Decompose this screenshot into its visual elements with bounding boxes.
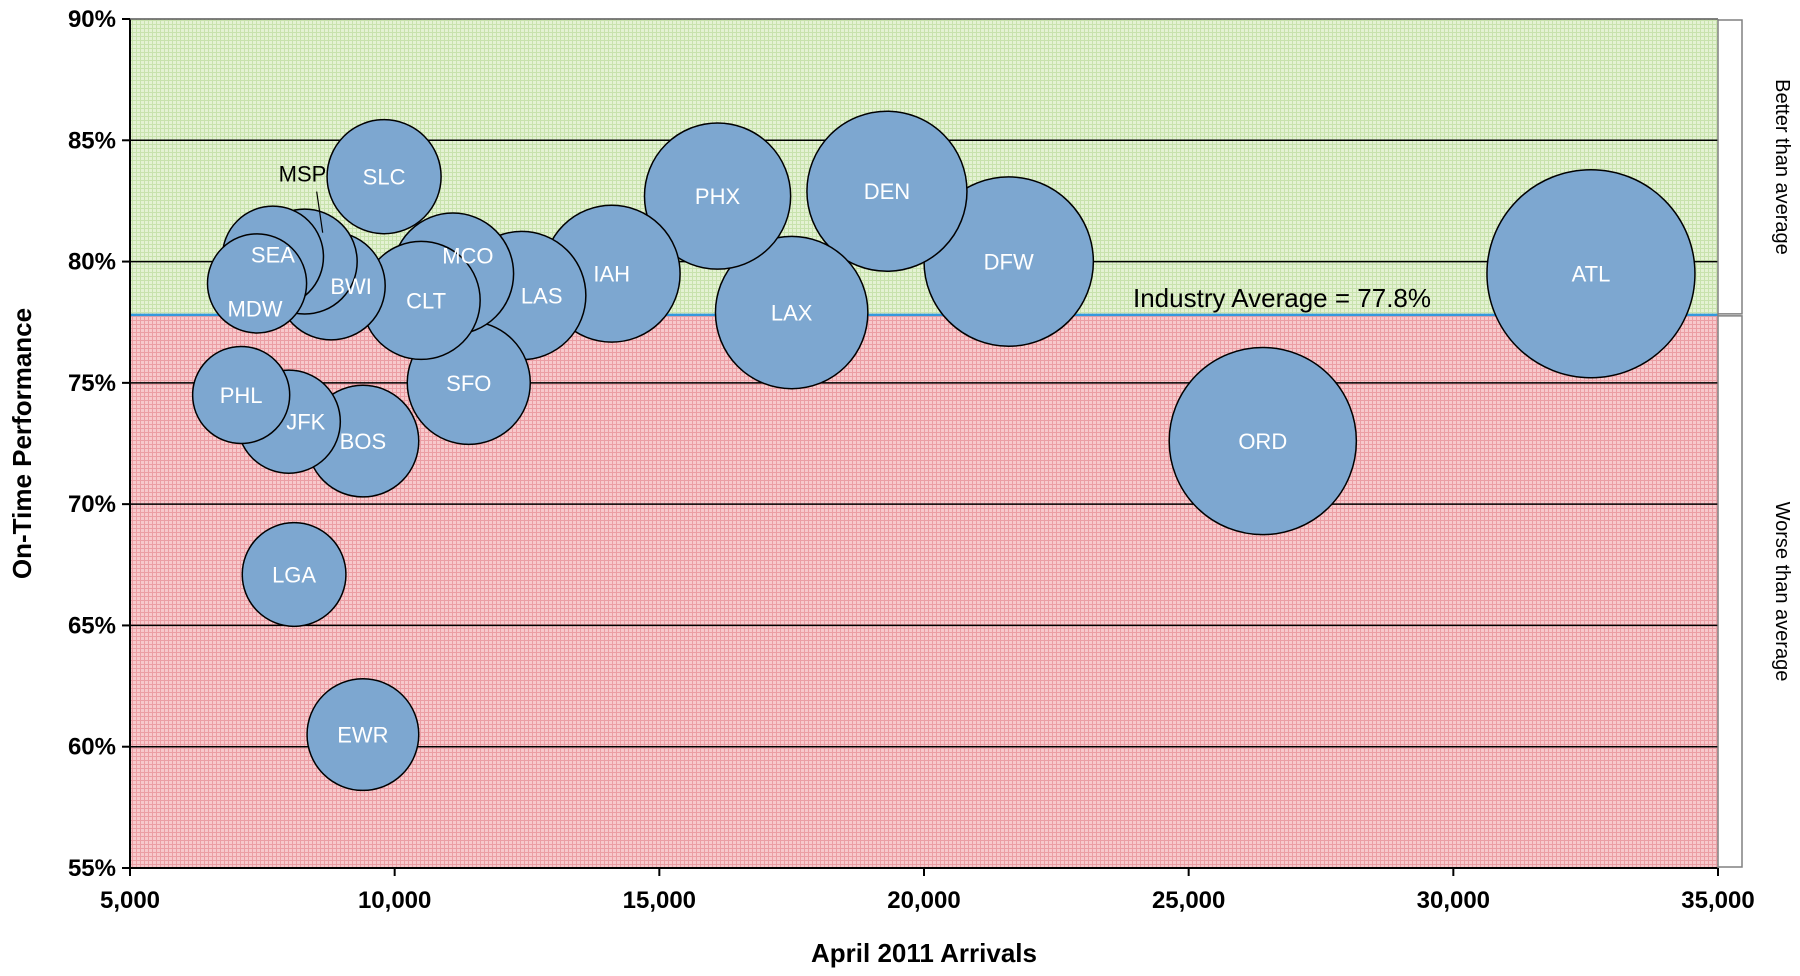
bubble-label-dfw: DFW (984, 250, 1034, 275)
band-label: Better than average (1771, 79, 1793, 255)
band-bracket (1718, 19, 1743, 315)
y-tick-label: 85% (68, 127, 116, 154)
bubble-label-ord: ORD (1238, 429, 1287, 454)
bubble-label-msp: MSP (279, 162, 327, 187)
bubble-label-las: LAS (521, 284, 563, 309)
bubble-label-sea: SEA (251, 243, 295, 268)
band-bracket (1718, 315, 1743, 868)
band-label: Worse than average (1771, 502, 1793, 682)
bubble-label-jfk: JFK (286, 410, 325, 435)
y-axis-title: On-Time Performance (7, 308, 37, 579)
bubble-label-clt: CLT (406, 288, 446, 313)
bubble-ewr (306, 677, 420, 792)
x-tick-label: 5,000 (100, 887, 160, 914)
x-tick-label: 20,000 (887, 887, 960, 914)
bubble-label-iah: IAH (593, 262, 630, 287)
x-tick-label: 25,000 (1152, 887, 1225, 914)
bubble-den (806, 110, 968, 272)
bubble-lax (714, 235, 869, 390)
x-tick-label: 30,000 (1417, 887, 1490, 914)
y-tick-label: 75% (68, 370, 116, 397)
bubble-label-lga: LGA (272, 562, 316, 587)
bubble-label-den: DEN (864, 179, 910, 204)
bubble-mdw (206, 233, 308, 334)
bubble-slc (326, 118, 442, 235)
industry-average-label: Industry Average = 77.8% (1133, 283, 1431, 313)
bubble-ord (1168, 346, 1358, 536)
y-tick-label: 60% (68, 734, 116, 761)
bubble-lga (241, 521, 347, 628)
bubble-phl (191, 345, 291, 445)
bubble-atl (1486, 168, 1696, 379)
bubble-label-bwi: BWI (330, 274, 372, 299)
x-tick-label: 15,000 (623, 887, 696, 914)
bubble-label-bos: BOS (340, 429, 386, 454)
y-tick-label: 70% (68, 491, 116, 518)
bubble-label-sfo: SFO (446, 371, 491, 396)
y-tick-label: 80% (68, 249, 116, 276)
bubble-label-mco: MCO (442, 244, 493, 269)
x-tick-label: 10,000 (358, 887, 431, 914)
y-tick-label: 65% (68, 612, 116, 639)
bubble-label-lax: LAX (771, 301, 813, 326)
bubble-label-phl: PHL (220, 383, 263, 408)
bubble-phx (643, 122, 792, 270)
bubble-label-phx: PHX (695, 184, 741, 209)
y-tick-label: 55% (68, 855, 116, 882)
x-tick-label: 35,000 (1681, 887, 1754, 914)
bubble-label-ewr: EWR (337, 723, 388, 748)
x-axis-title: April 2011 Arrivals (811, 938, 1037, 968)
bubble-label-slc: SLC (363, 165, 406, 190)
bubble-label-atl: ATL (1572, 262, 1611, 287)
bubble-label-mdw: MDW (228, 296, 283, 321)
y-tick-label: 90% (68, 6, 116, 33)
msp-leader-line (316, 191, 324, 233)
